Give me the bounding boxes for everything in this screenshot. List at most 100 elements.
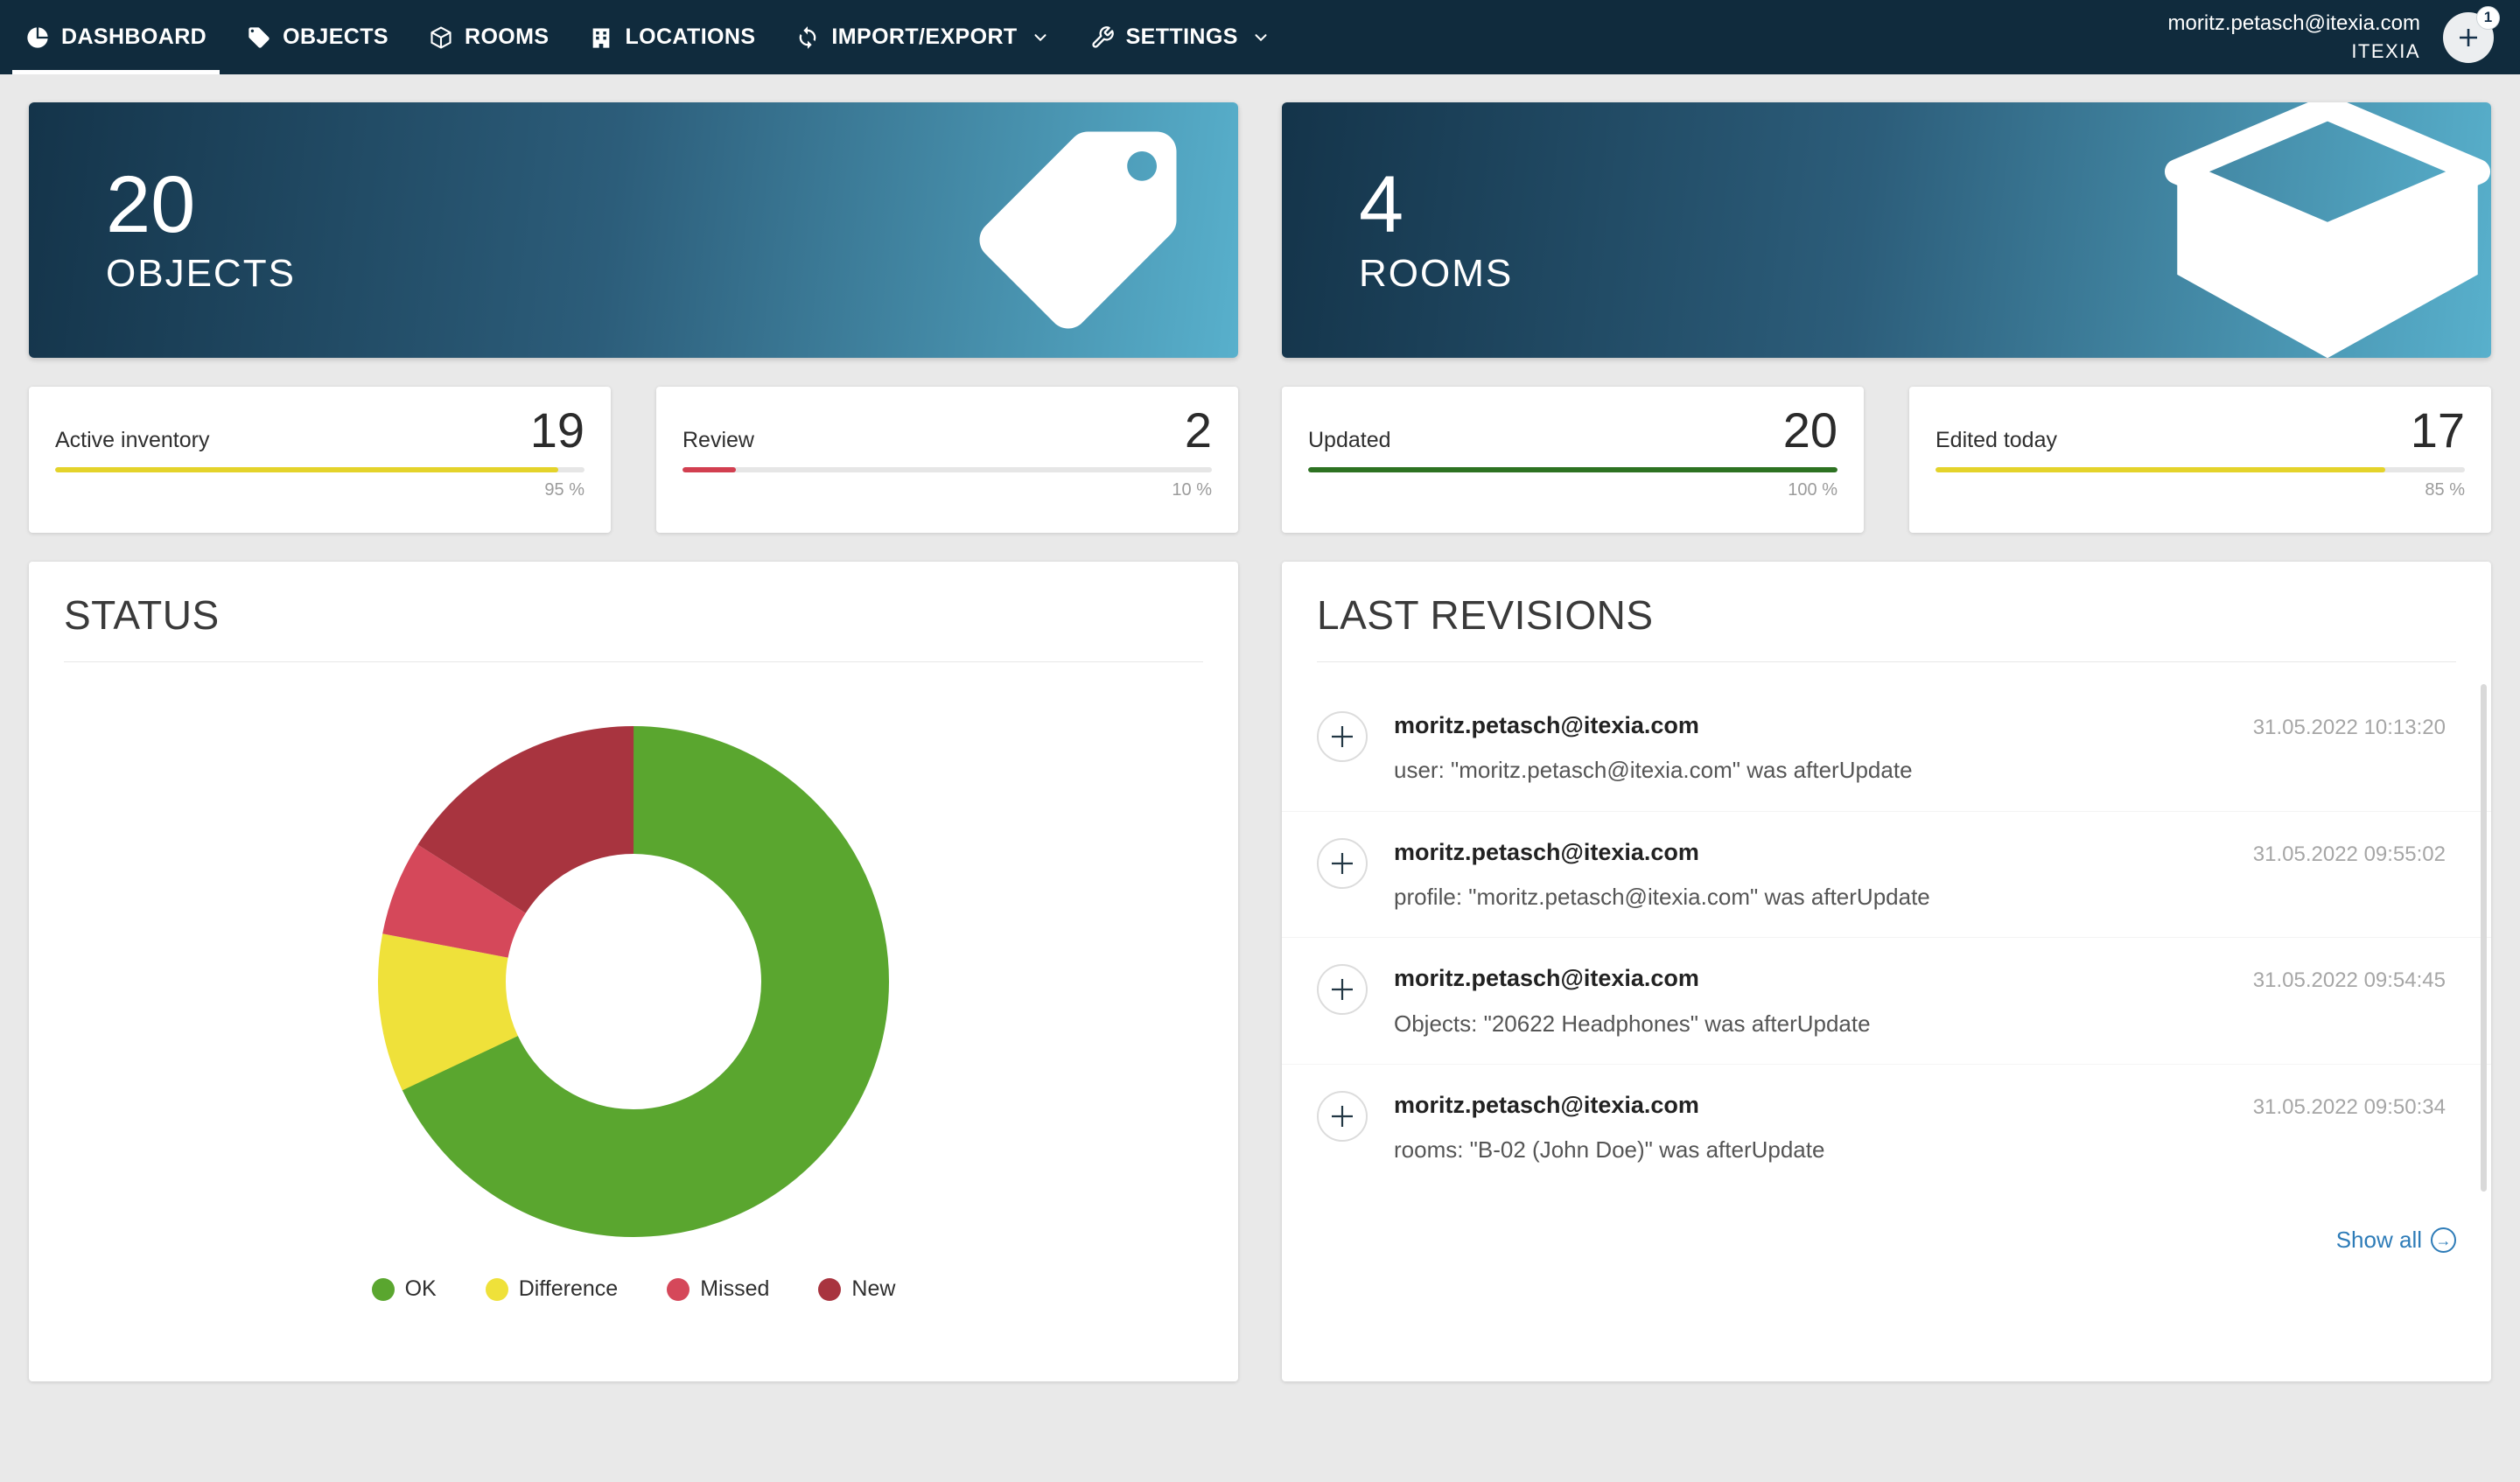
revision-user: moritz.petasch@itexia.com: [1394, 712, 1699, 738]
nav-item-settings[interactable]: SETTINGS: [1070, 0, 1291, 74]
plus-circle-icon: [1317, 964, 1368, 1016]
status-title: STATUS: [64, 592, 220, 638]
revision-body: moritz.petasch@itexia.com user: "moritz.…: [1394, 711, 2227, 785]
rooms-summary-card[interactable]: 4 ROOMS: [1282, 102, 2491, 358]
stat-label: Updated: [1308, 428, 1391, 452]
rooms-count: 4: [1359, 160, 1404, 249]
legend-swatch: [667, 1277, 690, 1301]
revision-description: Objects: "20622 Headphones" was afterUpd…: [1394, 1010, 1871, 1037]
last-revisions-panel: LAST REVISIONS moritz.petasch@itexia.com…: [1282, 562, 2491, 1381]
objects-count: 20: [106, 160, 196, 249]
revisions-title: LAST REVISIONS: [1317, 592, 1654, 638]
legend-label: Difference: [518, 1276, 619, 1301]
legend-swatch: [371, 1277, 395, 1301]
revision-row[interactable]: moritz.petasch@itexia.com user: "moritz.…: [1282, 685, 2491, 812]
stat-card-edited-today[interactable]: Edited today 17 85 %: [1909, 387, 2491, 533]
user-email: moritz.petasch@itexia.com: [2167, 11, 2420, 36]
status-legend: OK Difference Missed New: [29, 1276, 1238, 1302]
stat-card-review[interactable]: Review 2 10 %: [656, 387, 1238, 533]
stat-percent: 95 %: [544, 480, 584, 500]
stat-percent: 10 %: [1172, 480, 1212, 500]
revision-timestamp: 31.05.2022 10:13:20: [2252, 716, 2446, 739]
stat-label: Review: [682, 428, 754, 452]
wrench-icon: [1090, 25, 1115, 50]
status-donut: [377, 725, 889, 1238]
arrow-right-circle-icon: →: [2431, 1227, 2456, 1254]
stat-label: Edited today: [1936, 428, 2057, 452]
progress-track: [1308, 467, 1838, 472]
donut-segment-new: [378, 726, 889, 1237]
account-menu[interactable]: moritz.petasch@itexia.com ITEXIA: [2168, 10, 2420, 64]
nav-item-locations[interactable]: LOCATIONS: [569, 0, 775, 74]
nav-item-objects[interactable]: OBJECTS: [227, 0, 409, 74]
revision-row[interactable]: moritz.petasch@itexia.com rooms: "B-02 (…: [1282, 1065, 2491, 1191]
donut-segment-difference: [377, 726, 889, 1238]
add-button[interactable]: 1: [2443, 5, 2500, 63]
revisions-list: moritz.petasch@itexia.com user: "moritz.…: [1282, 662, 2491, 1190]
tag-icon: [247, 25, 271, 50]
legend-label: New: [851, 1276, 896, 1301]
progress-bar: [55, 467, 558, 472]
revision-body: moritz.petasch@itexia.com Objects: "2062…: [1394, 964, 2227, 1038]
notification-badge: 1: [2476, 5, 2500, 30]
right-column: 4 ROOMS Updated 20 100 % Edited today: [1282, 102, 2491, 1381]
nav-item-label: DASHBOARD: [61, 24, 207, 49]
pie-chart-icon: [25, 25, 50, 50]
chevron-down-icon: [1250, 28, 1270, 47]
plus-icon: [2460, 28, 2477, 46]
legend-item-ok: OK: [371, 1276, 437, 1302]
cube-icon: [429, 25, 453, 50]
nav-item-dashboard[interactable]: DASHBOARD: [5, 0, 227, 74]
room-hero-icon: [2157, 102, 2491, 358]
revision-user: moritz.petasch@itexia.com: [1394, 1091, 1699, 1118]
revision-row[interactable]: moritz.petasch@itexia.com Objects: "2062…: [1282, 938, 2491, 1065]
legend-item-missed: Missed: [667, 1276, 769, 1302]
stat-label: Active inventory: [55, 428, 210, 452]
revision-timestamp: 31.05.2022 09:55:02: [2252, 842, 2446, 866]
nav-item-rooms[interactable]: ROOMS: [409, 0, 569, 74]
navbar-account-area: moritz.petasch@itexia.com ITEXIA 1: [2168, 0, 2500, 74]
plus-circle-icon: [1317, 711, 1368, 762]
show-all-link[interactable]: Show all →: [2336, 1227, 2456, 1254]
left-column: 20 OBJECTS Active inventory 19 95 % Revi…: [29, 102, 1238, 1381]
nav-item-label: SETTINGS: [1125, 24, 1238, 49]
dashboard-content: 20 OBJECTS Active inventory 19 95 % Revi…: [0, 74, 2520, 1381]
stat-value: 20: [1782, 402, 1838, 458]
revision-timestamp: 31.05.2022 09:54:45: [2252, 968, 2446, 993]
revision-body: moritz.petasch@itexia.com profile: "mori…: [1394, 838, 2227, 912]
stat-card-active-inventory[interactable]: Active inventory 19 95 %: [29, 387, 611, 533]
navbar: DASHBOARD OBJECTS ROOMS LOCATIONS IMPORT: [0, 0, 2520, 74]
scrollbar-thumb[interactable]: [2481, 684, 2487, 1192]
progress-bar: [1936, 467, 2386, 472]
progress-track: [1936, 467, 2465, 472]
revision-user: moritz.petasch@itexia.com: [1394, 838, 1699, 865]
stat-value: 17: [2410, 402, 2465, 458]
progress-bar: [682, 467, 736, 472]
objects-stat-row: Active inventory 19 95 % Review 2 10 %: [29, 387, 1238, 533]
nav-item-import-export[interactable]: IMPORT/EXPORT: [775, 0, 1069, 74]
rooms-label: ROOMS: [1359, 252, 1514, 295]
objects-label: OBJECTS: [106, 252, 296, 295]
stat-value: 2: [1184, 402, 1212, 458]
progress-track: [55, 467, 584, 472]
revision-timestamp: 31.05.2022 09:50:34: [2252, 1094, 2446, 1119]
revision-description: user: "moritz.petasch@itexia.com" was af…: [1394, 757, 1913, 784]
legend-label: OK: [404, 1276, 437, 1301]
progress-bar: [1308, 467, 1838, 472]
stat-percent: 100 %: [1788, 480, 1838, 500]
stat-percent: 85 %: [2425, 480, 2465, 500]
legend-item-new: New: [818, 1276, 895, 1302]
legend-swatch: [485, 1277, 508, 1301]
show-all-label: Show all: [2335, 1227, 2422, 1254]
legend-swatch: [818, 1277, 842, 1301]
status-panel: STATUS OK Difference Missed: [29, 562, 1238, 1381]
revision-description: rooms: "B-02 (John Doe)" was afterUpdate: [1394, 1136, 1825, 1164]
nav-item-label: LOCATIONS: [625, 24, 756, 49]
revision-row[interactable]: moritz.petasch@itexia.com profile: "mori…: [1282, 812, 2491, 939]
building-icon: [589, 25, 613, 50]
objects-summary-card[interactable]: 20 OBJECTS: [29, 102, 1238, 358]
stat-value: 19: [529, 402, 584, 458]
nav-item-label: OBJECTS: [283, 24, 388, 49]
nav-menu: DASHBOARD OBJECTS ROOMS LOCATIONS IMPORT: [5, 0, 1291, 74]
stat-card-updated[interactable]: Updated 20 100 %: [1282, 387, 1864, 533]
